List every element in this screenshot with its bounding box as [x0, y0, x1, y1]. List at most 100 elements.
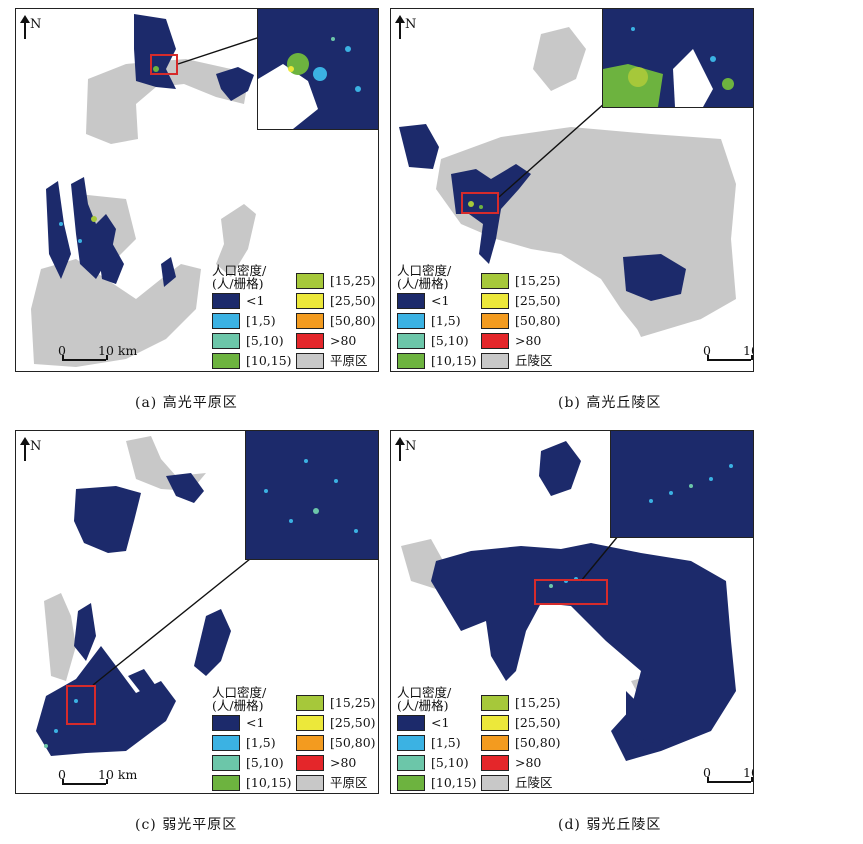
north-arrow: N — [20, 437, 42, 461]
legend-item: [25,50) — [296, 292, 376, 310]
legend: 人口密度/(人/栅格) <1 [1,5) [5,10) [10,15) [15,… — [397, 264, 563, 371]
legend-item: [50,80) — [296, 312, 376, 330]
map-d — [401, 441, 736, 761]
legend-item: 平原区 — [296, 774, 368, 792]
scale-bar: 0 10 km — [703, 343, 753, 365]
north-arrow-icon — [395, 15, 405, 39]
plain-region-grey — [216, 204, 256, 277]
density-region — [161, 257, 176, 287]
legend-item: [1,5) — [212, 734, 276, 752]
scale-zero: 0 — [58, 767, 66, 782]
legend-item: >80 — [296, 332, 356, 350]
legend-item: [50,80) — [481, 734, 561, 752]
legend-title: 人口密度/(人/栅格) — [397, 685, 452, 713]
inset-map — [602, 9, 753, 108]
caption-d: (d) 弱光丘陵区 — [558, 817, 662, 833]
zoom-extent-box — [461, 192, 499, 214]
legend-item: <1 — [212, 292, 264, 310]
legend: 人口密度/(人/栅格) <1 [1,5) [5,10) [10,15) [15,… — [212, 264, 378, 371]
density-region — [98, 241, 124, 284]
north-label: N — [30, 439, 42, 454]
legend: 人口密度/(人/栅格) <1 [1,5) [5,10) [10,15) [15,… — [397, 686, 563, 793]
legend-item: [1,5) — [397, 312, 461, 330]
legend-item: [5,10) — [397, 332, 469, 350]
density-region — [166, 473, 204, 503]
scale-zero: 0 — [703, 343, 711, 358]
caption-c: (c) 弱光平原区 — [135, 817, 238, 833]
north-arrow: N — [20, 15, 42, 39]
map-c — [36, 436, 251, 756]
legend-item: [15,25) — [296, 694, 376, 712]
density-region — [194, 609, 231, 676]
density-region — [399, 124, 439, 169]
zoom-extent-box — [534, 579, 608, 605]
legend-item: 丘陵区 — [481, 352, 553, 370]
plain-region-grey — [86, 59, 248, 144]
density-region — [626, 691, 691, 743]
density-region — [74, 486, 141, 553]
legend-item: [15,25) — [481, 694, 561, 712]
caption-b: (b) 高光丘陵区 — [558, 395, 662, 411]
scale-bar: 0 10 km — [58, 767, 138, 789]
north-arrow: N — [395, 437, 417, 461]
legend-item: [10,15) — [397, 774, 477, 792]
north-label: N — [405, 439, 417, 454]
legend-item: 平原区 — [296, 352, 368, 370]
scale-zero: 0 — [58, 343, 66, 358]
legend-item: >80 — [296, 754, 356, 772]
plain-region-grey — [44, 593, 76, 681]
inset-map — [245, 431, 378, 560]
density-region — [74, 603, 96, 661]
legend-item: [50,80) — [296, 734, 376, 752]
scale-bar: 0 10 km — [58, 343, 138, 365]
map-panel-c: N 0 10 km 人口密度/(人/栅格) <1 [1,5) [5,10) [1… — [15, 430, 379, 794]
density-region — [539, 441, 581, 496]
scale-ten: 10 km — [98, 767, 138, 782]
legend-item: [1,5) — [212, 312, 276, 330]
legend: 人口密度/(人/栅格) <1 [1,5) [5,10) [10,15) [15,… — [212, 686, 378, 793]
legend-item: [50,80) — [481, 312, 561, 330]
scale-ten: 10 km — [743, 765, 753, 780]
density-region — [623, 254, 686, 301]
density-region — [431, 543, 736, 761]
map-panel-a: N 0 10 km 人口密度/(人/栅格) <1 [1,5) [5,10) [1… — [15, 8, 379, 372]
hill-region-grey — [533, 27, 586, 91]
legend-item: [15,25) — [481, 272, 561, 290]
north-arrow-icon — [20, 15, 30, 39]
north-label: N — [405, 17, 417, 32]
legend-item: [15,25) — [296, 272, 376, 290]
legend-item: <1 — [397, 292, 449, 310]
north-label: N — [30, 17, 42, 32]
inset-map — [257, 9, 378, 130]
density-region — [216, 67, 254, 101]
legend-title: 人口密度/(人/栅格) — [212, 685, 267, 713]
map-panel-b: N 0 10 km 人口密度/(人/栅格) <1 [1,5) [5,10) [1… — [390, 8, 754, 372]
north-arrow-icon — [20, 437, 30, 461]
legend-item: >80 — [481, 332, 541, 350]
legend-item: <1 — [397, 714, 449, 732]
north-arrow-icon — [395, 437, 405, 461]
scale-ten: 10 km — [98, 343, 138, 358]
legend-item: [5,10) — [212, 332, 284, 350]
density-region — [36, 646, 176, 756]
density-region — [128, 669, 156, 699]
legend-item: <1 — [212, 714, 264, 732]
legend-item: [5,10) — [212, 754, 284, 772]
map-b — [399, 27, 736, 337]
density-region — [451, 164, 531, 264]
zoom-extent-box — [66, 685, 96, 725]
density-region — [46, 181, 71, 279]
legend-item: [25,50) — [296, 714, 376, 732]
legend-item: [10,15) — [212, 352, 292, 370]
inset-map — [610, 431, 753, 538]
density-region — [134, 14, 176, 89]
legend-title: 人口密度/(人/栅格) — [397, 263, 452, 291]
map-panel-d: N 0 10 km 人口密度/(人/栅格) <1 [1,5) [5,10) [1… — [390, 430, 754, 794]
legend-title: 人口密度/(人/栅格) — [212, 263, 267, 291]
hill-region-grey — [623, 289, 701, 337]
plain-region-grey — [31, 259, 201, 367]
scale-zero: 0 — [703, 765, 711, 780]
zoom-extent-box — [150, 54, 178, 75]
scale-ten: 10 km — [743, 343, 753, 358]
legend-item: 丘陵区 — [481, 774, 553, 792]
